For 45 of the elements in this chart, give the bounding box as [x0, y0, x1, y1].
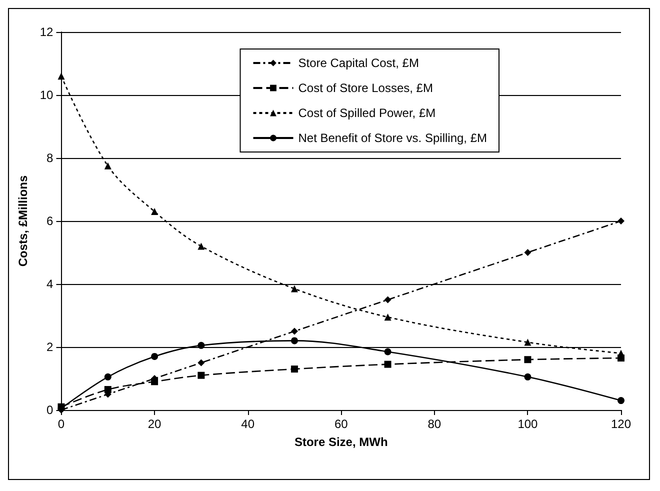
x-tick-label: 0 [58, 417, 65, 431]
legend-label: Cost of Store Losses, £M [298, 81, 433, 95]
x-tick-label: 120 [610, 417, 632, 431]
point [524, 356, 532, 364]
point [151, 378, 158, 386]
point [104, 386, 112, 394]
point [198, 342, 205, 349]
point [384, 360, 392, 368]
point [384, 296, 392, 304]
point [151, 352, 158, 360]
point [290, 285, 298, 292]
y-axis-title: Costs, £Millions [16, 175, 30, 267]
y-tick-label: 4 [46, 277, 54, 291]
x-tick-label: 40 [241, 417, 255, 431]
legend-label: Store Capital Cost, £M [298, 56, 419, 70]
point [384, 348, 392, 356]
point [104, 373, 112, 380]
x-tick-label: 60 [334, 417, 348, 431]
point [104, 162, 112, 170]
point [290, 366, 298, 373]
point [618, 397, 624, 404]
y-tick-label: 12 [40, 25, 54, 39]
legend-label: Net Benefit of Store vs. Spilling, £M [298, 131, 488, 145]
point [290, 328, 298, 335]
point [524, 373, 532, 380]
y-tick-label: 2 [46, 340, 54, 354]
y-tick-label: 0 [46, 403, 54, 417]
point [198, 359, 205, 366]
y-tick-label: 6 [46, 214, 54, 228]
point [524, 338, 532, 346]
y-tick-label: 10 [40, 88, 54, 102]
x-tick-label: 20 [148, 417, 162, 431]
x-tick-label: 80 [428, 417, 442, 431]
point [198, 372, 205, 379]
point [198, 242, 205, 250]
legend-label: Cost of Spilled Power, £M [298, 106, 436, 120]
x-axis-title: Store Size, MWh [294, 435, 388, 449]
point [151, 208, 158, 216]
point [524, 249, 532, 256]
y-tick-label: 8 [46, 151, 54, 165]
x-tick-label: 100 [518, 417, 538, 431]
point [290, 337, 298, 344]
point [384, 314, 392, 321]
point [58, 72, 65, 80]
point [618, 218, 624, 224]
